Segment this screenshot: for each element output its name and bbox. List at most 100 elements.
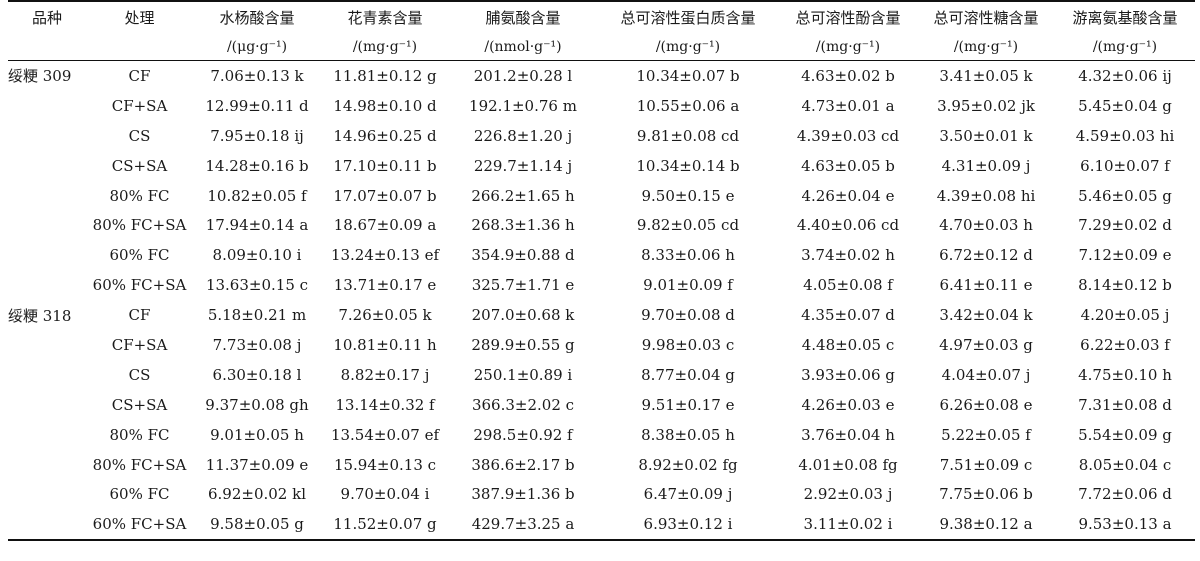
variety-cell bbox=[8, 390, 86, 420]
value-cell: 12.99±0.11 d bbox=[205, 96, 309, 115]
value-cell: 7.51±0.09 c bbox=[939, 455, 1033, 474]
value-cell: 7.95±0.18 ij bbox=[210, 126, 304, 145]
value-cell: 13.71±0.17 e bbox=[333, 276, 437, 295]
value-cell: 6.30±0.18 l bbox=[212, 365, 302, 384]
value-cell: 14.96±0.25 d bbox=[333, 126, 437, 145]
value-cell: 9.01±0.05 h bbox=[210, 425, 304, 444]
value-cell: 6.47±0.09 j bbox=[643, 485, 733, 504]
value-cell: 4.26±0.03 e bbox=[801, 395, 895, 414]
value-cell: 5.18±0.21 m bbox=[207, 306, 307, 325]
treatment-cell: CF bbox=[128, 306, 151, 325]
value-cell: 10.34±0.07 b bbox=[636, 66, 740, 85]
column-unit: /(mg·g⁻¹) bbox=[1055, 33, 1195, 61]
value-cell: 4.26±0.04 e bbox=[801, 186, 895, 205]
value-cell: 192.1±0.76 m bbox=[469, 96, 577, 115]
table-row: 80% FC 9.01±0.05 h 13.54±0.07 ef 298.5±0.92… bbox=[8, 420, 1195, 450]
value-cell: 6.26±0.08 e bbox=[939, 395, 1033, 414]
column-unit: /(mg·g⁻¹) bbox=[917, 33, 1055, 61]
value-cell: 11.52±0.07 g bbox=[321, 509, 449, 542]
value-cell: 207.0±0.68 k bbox=[471, 306, 575, 325]
value-cell: 17.10±0.11 b bbox=[333, 156, 437, 175]
table-row: CS 7.95±0.18 ij 14.96±0.25 d 226.8±1.20 j 9.… bbox=[8, 121, 1195, 151]
table-row: CS 6.30±0.18 l 8.82±0.17 j 250.1±0.89 i 8.77… bbox=[8, 360, 1195, 390]
value-cell: 7.73±0.08 j bbox=[212, 335, 302, 354]
value-cell: 229.7±1.14 j bbox=[473, 156, 573, 175]
variety-cell: 绥粳 309 bbox=[8, 67, 72, 86]
treatment-cell: CS+SA bbox=[111, 156, 168, 175]
column-header: 总可溶性糖含量 bbox=[917, 0, 1055, 33]
value-cell: 9.53±0.13 a bbox=[1055, 509, 1195, 542]
value-cell: 7.31±0.08 d bbox=[1078, 395, 1172, 414]
treatment-cell: 80% FC+SA bbox=[92, 455, 187, 474]
value-cell: 266.2±1.65 h bbox=[471, 186, 575, 205]
treatment-cell: CS bbox=[128, 126, 151, 145]
value-cell: 7.29±0.02 d bbox=[1078, 216, 1172, 235]
value-cell: 3.76±0.04 h bbox=[801, 425, 895, 444]
variety-cell bbox=[8, 91, 86, 121]
column-header: 水杨酸含量 bbox=[193, 0, 321, 33]
column-unit bbox=[8, 33, 86, 61]
value-cell: 9.51±0.17 e bbox=[641, 395, 735, 414]
value-cell: 9.70±0.08 d bbox=[641, 306, 735, 325]
value-cell: 4.70±0.03 h bbox=[939, 216, 1033, 235]
value-cell: 5.54±0.09 g bbox=[1078, 425, 1172, 444]
variety-cell: 绥粳 318 bbox=[8, 306, 72, 325]
column-header: 总可溶性蛋白质含量 bbox=[597, 0, 779, 33]
value-cell: 10.82±0.05 f bbox=[207, 186, 307, 205]
treatment-cell: 60% FC+SA bbox=[92, 276, 187, 295]
column-header: 品种 bbox=[8, 0, 86, 33]
value-cell: 4.40±0.06 cd bbox=[796, 216, 900, 235]
variety-cell bbox=[8, 121, 86, 151]
value-cell: 387.9±1.36 b bbox=[471, 485, 575, 504]
table-body: 绥粳 309 CF 7.06±0.13 k 11.81±0.12 g 201.2±0.2… bbox=[8, 61, 1195, 542]
value-cell: 8.33±0.06 h bbox=[641, 246, 735, 265]
value-cell: 5.45±0.04 g bbox=[1078, 96, 1172, 115]
column-header: 总可溶性酚含量 bbox=[779, 0, 917, 33]
column-header: 处理 bbox=[86, 0, 193, 33]
value-cell: 9.38±0.12 a bbox=[917, 509, 1055, 542]
value-cell: 289.9±0.55 g bbox=[471, 335, 575, 354]
table-row: 绥粳 309 CF 7.06±0.13 k 11.81±0.12 g 201.2±0.2… bbox=[8, 61, 1195, 91]
treatment-cell: 80% FC+SA bbox=[92, 216, 187, 235]
value-cell: 6.92±0.02 kl bbox=[207, 485, 307, 504]
value-cell: 250.1±0.89 i bbox=[473, 365, 573, 384]
value-cell: 8.05±0.04 c bbox=[1078, 455, 1172, 474]
value-cell: 14.98±0.10 d bbox=[333, 96, 437, 115]
value-cell: 4.63±0.05 b bbox=[801, 156, 895, 175]
table-row: 80% FC 10.82±0.05 f 17.07±0.07 b 266.2±1.65… bbox=[8, 181, 1195, 211]
value-cell: 4.20±0.05 j bbox=[1080, 306, 1170, 325]
variety-cell bbox=[8, 509, 86, 542]
value-cell: 6.10±0.07 f bbox=[1080, 156, 1170, 175]
value-cell: 7.06±0.13 k bbox=[210, 66, 304, 85]
column-header: 花青素含量 bbox=[321, 0, 449, 33]
table-row: CS+SA 14.28±0.16 b 17.10±0.11 b 229.7±1.14 … bbox=[8, 151, 1195, 181]
column-unit: /(mg·g⁻¹) bbox=[779, 33, 917, 61]
value-cell: 5.46±0.05 g bbox=[1078, 186, 1172, 205]
value-cell: 9.58±0.05 g bbox=[193, 509, 321, 542]
value-cell: 3.93±0.06 g bbox=[801, 365, 895, 384]
value-cell: 3.74±0.02 h bbox=[801, 246, 895, 265]
value-cell: 366.3±2.02 c bbox=[471, 395, 575, 414]
variety-cell bbox=[8, 210, 86, 240]
value-cell: 4.63±0.02 b bbox=[801, 66, 895, 85]
table-row: CF+SA 12.99±0.11 d 14.98±0.10 d 192.1±0.76 … bbox=[8, 91, 1195, 121]
value-cell: 10.55±0.06 a bbox=[636, 96, 740, 115]
value-cell: 8.92±0.02 fg bbox=[638, 455, 738, 474]
value-cell: 13.54±0.07 ef bbox=[330, 425, 440, 444]
treatment-cell: 80% FC bbox=[109, 425, 170, 444]
value-cell: 3.11±0.02 i bbox=[779, 509, 917, 542]
data-table: 品种 处理 水杨酸含量 花青素含量 脯氨酸含量 总可溶性蛋白质含量 总可溶性酚含量 总可溶性糖… bbox=[8, 0, 1195, 542]
value-cell: 9.01±0.09 f bbox=[643, 276, 733, 295]
value-cell: 8.14±0.12 b bbox=[1078, 276, 1172, 295]
value-cell: 5.22±0.05 f bbox=[941, 425, 1031, 444]
variety-cell bbox=[8, 479, 86, 509]
value-cell: 3.42±0.04 k bbox=[939, 306, 1033, 325]
value-cell: 4.01±0.08 fg bbox=[798, 455, 898, 474]
value-cell: 3.95±0.02 jk bbox=[937, 96, 1035, 115]
value-cell: 4.05±0.08 f bbox=[803, 276, 893, 295]
value-cell: 14.28±0.16 b bbox=[205, 156, 309, 175]
value-cell: 386.6±2.17 b bbox=[471, 455, 575, 474]
table-row: 80% FC+SA 17.94±0.14 a 18.67±0.09 a 268.3±1… bbox=[8, 210, 1195, 240]
value-cell: 4.39±0.08 hi bbox=[936, 186, 1036, 205]
value-cell: 4.32±0.06 ij bbox=[1078, 66, 1172, 85]
